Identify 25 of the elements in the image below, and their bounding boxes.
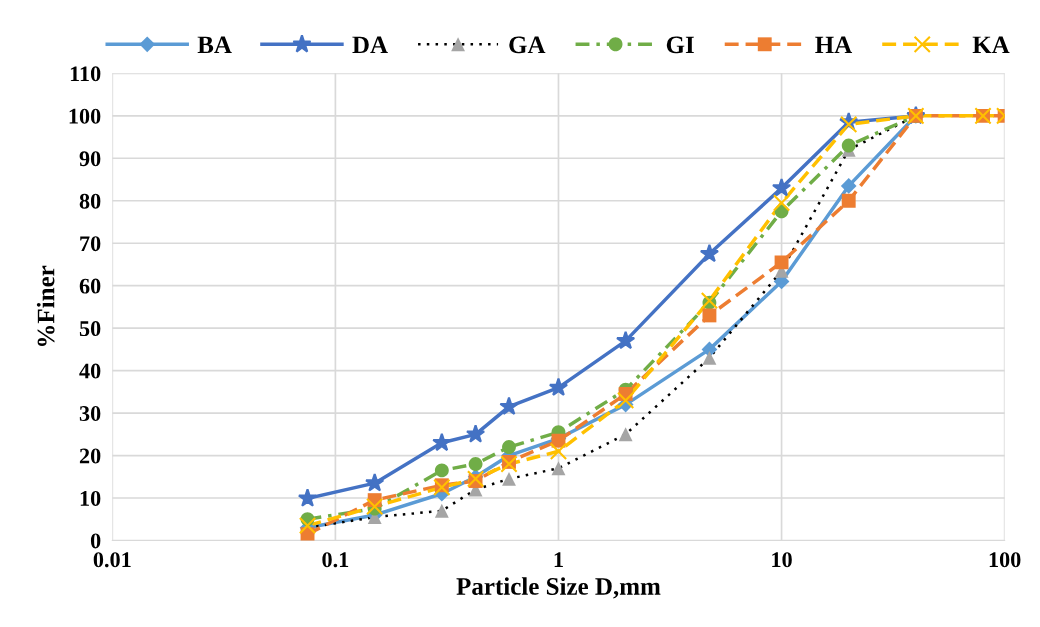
y-tick-label: 70 — [80, 236, 101, 252]
y-tick-label: 60 — [79, 278, 101, 294]
x-tick-label: 1 — [554, 552, 563, 568]
legend-label: HA — [815, 36, 853, 54]
y-tick-label: 100 — [69, 108, 101, 124]
x-tick-label: 100 — [989, 552, 1021, 568]
y-tick-label: 110 — [70, 66, 101, 82]
x-tick-label: 0.1 — [322, 552, 349, 568]
x-tick-label: 0.01 — [93, 552, 131, 568]
legend-label: KA — [972, 36, 1010, 54]
y-tick-label: 50 — [79, 321, 101, 337]
y-tick-label: 30 — [79, 406, 101, 422]
y-axis-title: %Finer — [36, 265, 55, 347]
legend-label: GI — [666, 36, 694, 54]
legend-label: GA — [509, 36, 546, 54]
y-tick-label: 20 — [79, 448, 101, 464]
x-tick-label: 10 — [772, 552, 792, 568]
y-tick-label: 40 — [79, 363, 101, 379]
y-tick-label: 10 — [80, 490, 101, 506]
x-axis-title: Particle Size D,mm — [456, 577, 661, 599]
legend-label: DA — [352, 36, 388, 54]
y-tick-label: 80 — [79, 193, 101, 209]
y-tick-label: 0 — [90, 533, 101, 549]
y-tick-label: 90 — [79, 151, 101, 167]
legend-label: BA — [197, 36, 232, 54]
